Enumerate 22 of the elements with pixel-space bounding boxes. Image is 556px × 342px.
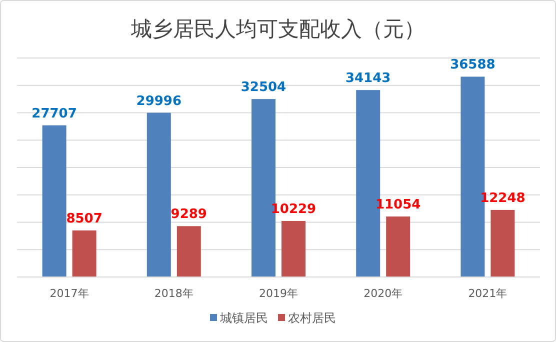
chart-title: 城乡居民人均可支配收入（元）: [130, 17, 425, 41]
legend-label: 城镇居民: [219, 311, 268, 325]
data-label: 9289: [170, 207, 207, 222]
data-label: 34143: [345, 71, 391, 86]
bar: [386, 216, 410, 277]
data-label: 29996: [136, 94, 182, 109]
data-label: 32504: [240, 80, 286, 96]
data-label: 8507: [66, 211, 102, 226]
bar: [282, 220, 306, 277]
x-tick-label: 2019年: [259, 287, 298, 300]
bar: [42, 125, 66, 277]
data-label: 27707: [32, 106, 77, 122]
bar: [146, 112, 171, 277]
bar: [490, 210, 515, 277]
x-tick-label: 2017年: [50, 287, 89, 300]
x-tick-label: 2018年: [154, 287, 194, 300]
x-tick-label: 2021年: [468, 287, 508, 300]
legend-label: 农村居民: [288, 311, 336, 325]
bar: [72, 230, 96, 277]
data-label: 36588: [450, 58, 496, 73]
x-tick-label: 2020年: [364, 287, 403, 300]
bar: [176, 226, 201, 277]
